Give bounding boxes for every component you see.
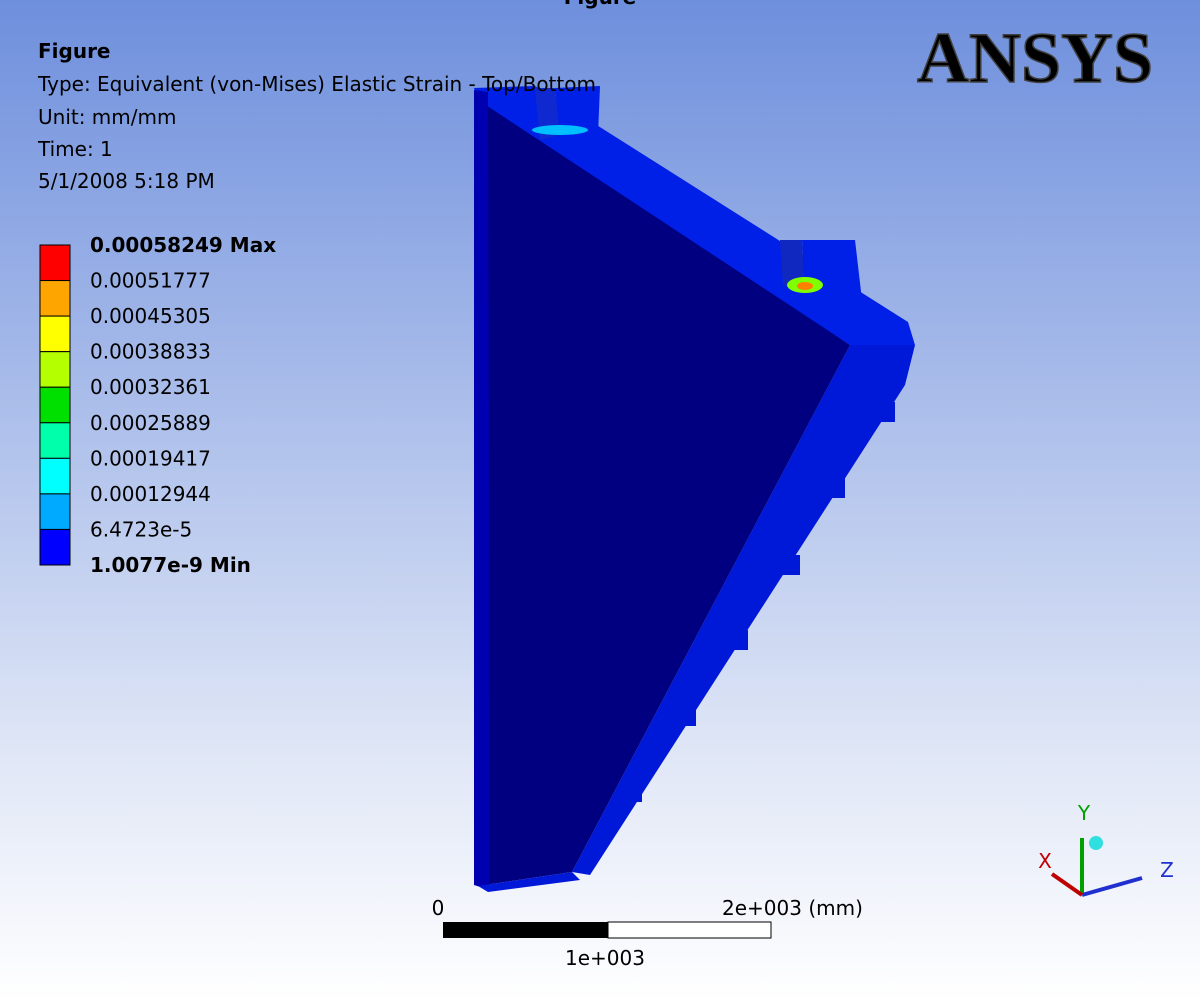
legend-label: 1.0077e-9 Min	[90, 553, 251, 577]
bump	[825, 478, 845, 498]
legend-label: 0.00032361	[90, 375, 211, 399]
info-title: Figure	[38, 39, 111, 63]
legend-swatch	[39, 422, 71, 459]
scale-end: 2e+003 (mm)	[722, 896, 863, 920]
bump	[622, 782, 642, 802]
legend: 0.00058249 Max 0.00051777 0.00045305 0.0003…	[39, 233, 276, 577]
legend-swatch	[39, 280, 71, 317]
legend-swatch	[39, 386, 71, 424]
legend-label: 0.00051777	[90, 269, 211, 293]
model	[474, 86, 915, 892]
bump	[875, 402, 895, 422]
window-title: Figure	[564, 0, 637, 9]
legend-label: 0.00025889	[90, 411, 211, 435]
scale-mid: 1e+003	[565, 946, 645, 970]
scale-bar: 0 2e+003 (mm) 1e+003	[432, 896, 863, 970]
info-time: Time: 1	[37, 137, 113, 161]
support-block	[555, 86, 600, 135]
hotspot	[797, 282, 813, 290]
scale-start: 0	[432, 896, 445, 920]
model-edge	[474, 90, 490, 890]
model-bottom	[478, 872, 580, 892]
legend-label: 0.00012944	[90, 482, 211, 506]
info-date: 5/1/2008 5:18 PM	[38, 169, 215, 193]
triad-y: Y	[1077, 801, 1091, 825]
model-side	[572, 345, 915, 875]
legend-swatch	[39, 493, 71, 530]
info-unit: Unit: mm/mm	[38, 105, 176, 129]
legend-swatch	[39, 315, 71, 353]
legend-swatch	[39, 351, 71, 388]
legend-label: 0.00019417	[90, 446, 211, 470]
legend-swatch	[39, 244, 71, 282]
legend-label: 0.00038833	[90, 340, 211, 364]
legend-swatch	[39, 528, 71, 566]
triad-ball	[1089, 836, 1103, 850]
bump	[676, 706, 696, 726]
x-axis	[1050, 872, 1084, 897]
z-axis	[1081, 876, 1143, 897]
model-face	[478, 92, 850, 886]
legend-swatch	[39, 457, 71, 495]
triad-x: X	[1038, 849, 1052, 873]
triad-z: Z	[1160, 858, 1174, 882]
legend-label: 0.00045305	[90, 304, 211, 328]
bump	[780, 555, 800, 575]
triad: Y X Z	[1038, 801, 1174, 897]
legend-label: 6.4723e-5	[90, 517, 192, 541]
bump	[728, 630, 748, 650]
info-type: Type: Equivalent (von-Mises) Elastic Str…	[37, 72, 596, 96]
hotspot	[532, 125, 588, 135]
scale-segment	[443, 922, 608, 938]
legend-label: 0.00058249 Max	[90, 233, 276, 257]
logo: ANSYS	[917, 18, 1153, 98]
scale-segment	[607, 921, 772, 939]
